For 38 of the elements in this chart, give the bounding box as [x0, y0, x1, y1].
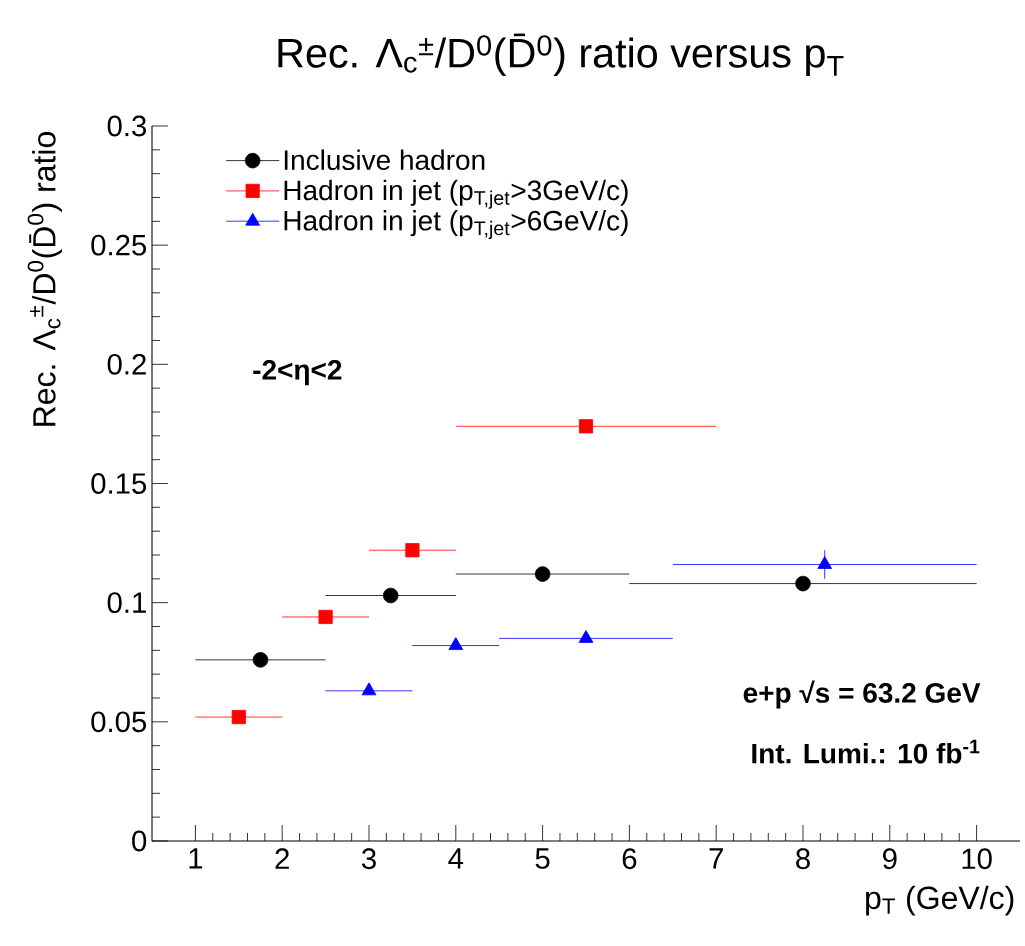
y-tick-label: 0.2: [107, 353, 146, 375]
annotation: Int. Lumi.: 10 fb$^{-1}$: [752, 739, 980, 764]
point: [448, 637, 464, 650]
x-tick-label: 2: [275, 848, 289, 869]
y-tick-label: 0.05: [91, 711, 147, 733]
y-tick-label: 0: [132, 830, 147, 852]
point: [817, 556, 833, 569]
legend-label: Hadron in jet (p$_{T,jet}$>6GeV/c): [284, 210, 628, 240]
y-tick-label: 0.1: [107, 592, 146, 614]
legend-label: Inclusive hadron: [284, 149, 485, 171]
point: [252, 652, 269, 668]
point: [382, 587, 399, 604]
chart-title: Rec. Λ$_{c}$$^{±}$/D$^{0}$(D̄$^{0}$) ratio versus p$_{T}$: [278, 33, 844, 76]
point: [361, 682, 377, 696]
point: [405, 543, 420, 558]
x-tick-label: 5: [535, 848, 550, 869]
annotation: -2<η<2: [253, 359, 342, 386]
x-axis-title: p$_{T}$ (GeV/c): [866, 885, 1014, 916]
point: [534, 566, 551, 582]
x-tick-label: 10: [962, 848, 992, 870]
y-tick-label: 0.3: [107, 115, 147, 137]
y-axis-title: Rec. Λ$_{c}$$^{±}$/D$^{0}$(D̄$^{0}$) ratio: [27, 132, 62, 426]
x-tick-label: 7: [709, 848, 723, 869]
point: [578, 630, 594, 643]
point: [578, 419, 594, 434]
x-tick-label: 8: [796, 848, 810, 870]
x-tick-label: 3: [361, 848, 376, 870]
x-tick-label: 6: [622, 848, 637, 870]
point: [795, 575, 811, 592]
legend-label: Hadron in jet (p$_{T,jet}$>3GeV/c): [284, 179, 628, 209]
x-tick-label: 9: [883, 848, 897, 870]
y-tick-label: 0.25: [91, 234, 147, 256]
point: [318, 609, 333, 625]
y-tick-label: 0.15: [91, 473, 147, 494]
x-tick-label: 1: [189, 848, 203, 869]
x-tick-label: 4: [448, 848, 464, 869]
point: [231, 709, 246, 725]
annotation: e+p √s = 63.2 GeV: [743, 680, 981, 709]
